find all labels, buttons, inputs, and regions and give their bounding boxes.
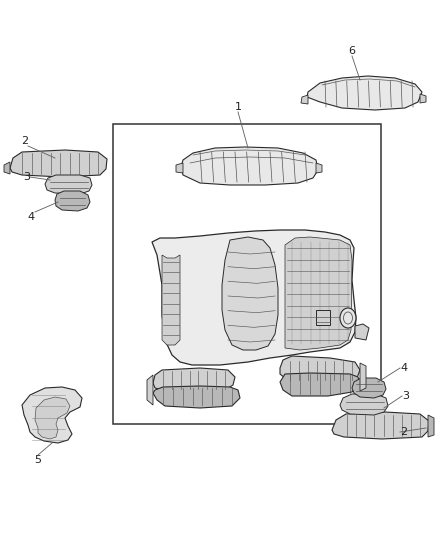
Polygon shape bbox=[45, 175, 92, 194]
Text: 3: 3 bbox=[402, 391, 409, 401]
Polygon shape bbox=[162, 255, 180, 345]
Ellipse shape bbox=[340, 308, 356, 328]
Polygon shape bbox=[280, 373, 360, 396]
Text: 6: 6 bbox=[349, 46, 356, 56]
Polygon shape bbox=[153, 386, 240, 408]
Polygon shape bbox=[301, 95, 308, 104]
Polygon shape bbox=[420, 94, 426, 103]
Polygon shape bbox=[332, 412, 429, 439]
Text: 3: 3 bbox=[23, 172, 30, 182]
Polygon shape bbox=[316, 163, 322, 173]
Text: 4: 4 bbox=[400, 363, 407, 373]
Polygon shape bbox=[355, 324, 369, 340]
Polygon shape bbox=[307, 76, 422, 110]
Polygon shape bbox=[147, 375, 153, 405]
Polygon shape bbox=[352, 378, 386, 398]
Polygon shape bbox=[285, 237, 352, 350]
Polygon shape bbox=[222, 237, 278, 350]
Polygon shape bbox=[176, 163, 183, 173]
Text: 4: 4 bbox=[28, 212, 35, 222]
Polygon shape bbox=[316, 310, 330, 325]
Polygon shape bbox=[4, 162, 10, 174]
Polygon shape bbox=[153, 368, 235, 392]
Polygon shape bbox=[152, 230, 356, 365]
Polygon shape bbox=[340, 394, 388, 415]
Bar bbox=[113, 124, 381, 424]
Polygon shape bbox=[181, 147, 318, 185]
Polygon shape bbox=[10, 150, 107, 177]
Polygon shape bbox=[35, 397, 70, 439]
Polygon shape bbox=[280, 356, 360, 382]
Text: 1: 1 bbox=[234, 102, 241, 112]
Polygon shape bbox=[360, 363, 366, 391]
Polygon shape bbox=[428, 415, 434, 437]
Text: 5: 5 bbox=[35, 455, 42, 465]
Text: 2: 2 bbox=[21, 136, 28, 146]
Text: 2: 2 bbox=[400, 427, 407, 437]
Polygon shape bbox=[22, 387, 82, 443]
Polygon shape bbox=[55, 191, 90, 211]
